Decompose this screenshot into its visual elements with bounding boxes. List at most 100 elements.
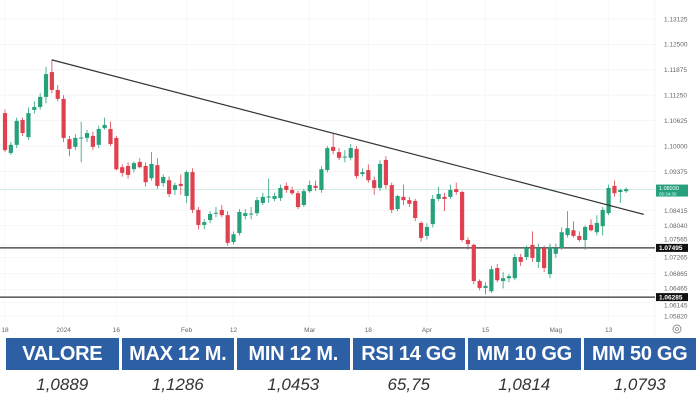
candle-body (14, 120, 19, 145)
candle-body (518, 257, 523, 262)
x-tick-label: Apr (422, 327, 433, 334)
candle-body (571, 230, 576, 236)
candle-body (366, 170, 371, 181)
candle-body (149, 163, 154, 179)
x-tick-label: 18 (1, 327, 9, 334)
candle-body (243, 213, 248, 216)
candle-body (301, 191, 306, 206)
candle-body (38, 96, 43, 108)
candle-body (354, 148, 359, 177)
candle-body (20, 120, 25, 134)
current-price-tag (656, 184, 688, 197)
y-tick-label: 1.06145 (664, 303, 688, 310)
candle-body (606, 187, 611, 214)
candle-body (442, 196, 447, 199)
candle-body (436, 194, 441, 199)
candle-body (530, 244, 535, 258)
candle-body (184, 172, 189, 197)
candle-body (284, 185, 289, 190)
candle-body (383, 159, 388, 186)
candle-body (618, 189, 623, 192)
settings-icon[interactable] (672, 324, 682, 334)
x-tick-label: 15 (482, 327, 490, 334)
candle-body (32, 107, 37, 110)
value-mm-10: 1,0814 (498, 375, 551, 394)
candle-body (448, 189, 453, 197)
y-tick-label: 1.08415 (664, 208, 688, 215)
level-price-label: 1.06285 (659, 294, 683, 301)
candle-body (553, 248, 558, 254)
candle-body (131, 163, 137, 170)
candle-body (465, 239, 471, 245)
header-min-12m: MIN 12 M. (237, 338, 350, 370)
y-tick-label: 1.12500 (664, 42, 688, 49)
candle-body (108, 128, 113, 145)
candle-body (290, 189, 295, 194)
level-price-tag (656, 293, 688, 302)
candle-body (395, 196, 400, 210)
candle-body (208, 213, 213, 221)
candle-body (319, 169, 324, 190)
candle-body (73, 137, 78, 147)
candle-body (161, 176, 166, 184)
y-tick-label: 1.05820 (664, 313, 688, 320)
header-mm-50: MM 50 GG (583, 338, 696, 370)
level-price-tag (656, 243, 688, 252)
header-rsi-14: RSI 14 GG (352, 338, 465, 370)
candle-body (536, 248, 541, 262)
candle-body (178, 183, 183, 186)
candle-body (401, 196, 406, 201)
y-tick-label: 1.13125 (664, 16, 688, 23)
candle-body (454, 189, 459, 192)
candle-body (547, 246, 553, 275)
x-axis: 18 2024 16 Feb 12 Mar 18 Apr 15 Mag 13 (1, 327, 612, 334)
candle-body (489, 269, 494, 292)
candle-body (137, 161, 142, 168)
y-tick-label: 1.07265 (664, 255, 688, 262)
candlestick-chart: 1.13125 1.12500 1.11875 1.11250 1.10625 1.100… (0, 0, 688, 336)
x-tick-label: 12 (230, 327, 238, 334)
candle-body (583, 226, 588, 240)
candle-body (477, 281, 482, 288)
horizontal-levels (0, 189, 655, 298)
candle-body (307, 185, 312, 192)
candle-body (67, 139, 72, 149)
candle-body (114, 137, 119, 170)
stats-table: VALORE MAX 12 M. MIN 12 M. RSI 14 GG MM … (6, 338, 696, 400)
x-tick-label: 2024 (56, 327, 71, 334)
candle-body (495, 268, 500, 281)
y-tick-label: 1.06865 (664, 271, 688, 278)
level-price-label: 1.07495 (659, 245, 683, 252)
candle-body (166, 180, 172, 195)
candle-body (600, 209, 605, 227)
header-mm-10: MM 10 GG (468, 338, 581, 370)
candle-body (424, 226, 430, 236)
candle-body (342, 156, 347, 158)
x-tick-label: Mar (304, 327, 316, 334)
x-tick-label: Mag (550, 327, 563, 334)
candle-body (313, 185, 318, 188)
header-valore: VALORE (6, 338, 119, 370)
current-price-label: 1.08930 (659, 186, 679, 192)
candle-body (79, 137, 84, 139)
candle-body (471, 244, 476, 282)
candle-body (172, 185, 178, 190)
candle-body (120, 167, 125, 173)
candle-body (594, 222, 599, 233)
candle-body (260, 196, 265, 203)
candle-body (483, 285, 488, 288)
y-tick-label: 1.09375 (664, 169, 688, 176)
candle-body (55, 89, 60, 99)
candle-body (360, 172, 365, 175)
candle-body (612, 185, 617, 194)
header-max-12m: MAX 12 M. (121, 338, 234, 370)
value-max-12m: 1,1286 (151, 375, 204, 394)
candle-body (84, 133, 90, 138)
candle-body (61, 98, 66, 138)
value-mm-50: 1,0793 (613, 375, 666, 394)
candle-body (348, 148, 353, 158)
y-axis: 1.13125 1.12500 1.11875 1.11250 1.10625 1.100… (664, 16, 688, 320)
candle-body (413, 200, 418, 219)
y-tick-label: 1.11875 (664, 67, 687, 74)
